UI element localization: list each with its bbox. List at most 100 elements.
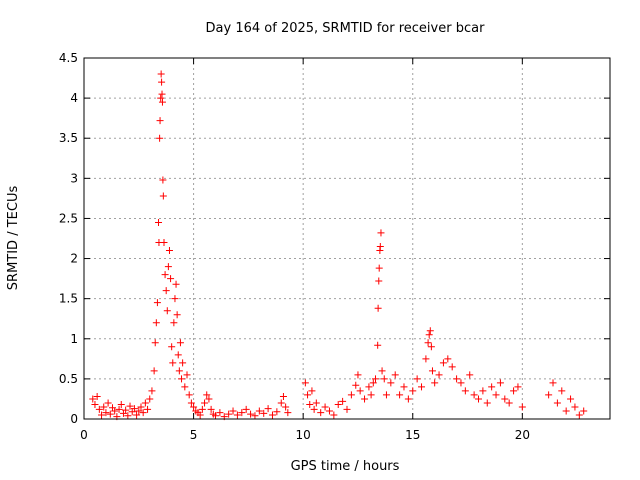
- y-tick-label: 4: [70, 91, 78, 105]
- data-point: [148, 387, 156, 395]
- data-point: [91, 401, 99, 409]
- data-point: [135, 407, 143, 415]
- data-point: [167, 275, 175, 283]
- data-point: [514, 383, 522, 391]
- data-point: [171, 295, 179, 303]
- data-point: [575, 411, 583, 419]
- data-point: [321, 403, 329, 411]
- data-point: [124, 412, 132, 420]
- data-point: [369, 379, 377, 387]
- data-point: [479, 387, 487, 395]
- data-point: [367, 391, 375, 399]
- data-point: [260, 409, 268, 417]
- data-point: [375, 264, 383, 272]
- data-point: [558, 387, 566, 395]
- data-point: [567, 395, 575, 403]
- data-point: [264, 405, 272, 413]
- axis-ticks: 0 0.5 1 1.5 2 2.5 3 3.5 4 4.5 0 5 10 15 20: [59, 51, 610, 442]
- data-point: [156, 117, 164, 125]
- data-point: [137, 403, 145, 411]
- data-point: [172, 280, 180, 288]
- data-point: [255, 407, 263, 415]
- data-point: [431, 379, 439, 387]
- grid-lines: [84, 58, 610, 419]
- data-point: [187, 399, 195, 407]
- x-tick-label: 20: [515, 428, 530, 442]
- data-point: [466, 371, 474, 379]
- data-point: [225, 410, 233, 418]
- data-point: [212, 412, 219, 420]
- data-point: [361, 395, 369, 403]
- data-point: [422, 355, 430, 363]
- data-point: [374, 341, 382, 349]
- data-point: [549, 379, 557, 387]
- data-point: [156, 134, 164, 142]
- data-point: [354, 371, 362, 379]
- data-point: [505, 399, 513, 407]
- data-point: [174, 351, 182, 359]
- data-point: [104, 399, 112, 407]
- data-point: [183, 371, 191, 379]
- data-point: [475, 395, 482, 403]
- data-point: [146, 395, 154, 403]
- data-point: [117, 401, 125, 409]
- data-point: [158, 78, 166, 86]
- data-point: [176, 339, 184, 347]
- data-point: [376, 243, 384, 251]
- data-point: [317, 409, 325, 417]
- data-point: [325, 407, 333, 415]
- data-point: [580, 407, 588, 415]
- data-point: [268, 411, 276, 419]
- data-point: [151, 339, 159, 347]
- data-point: [424, 339, 432, 347]
- data-point: [141, 399, 149, 407]
- data-point: [378, 367, 386, 375]
- data-point: [106, 410, 114, 418]
- data-point: [435, 371, 443, 379]
- data-point: [190, 403, 198, 411]
- data-point: [130, 405, 138, 413]
- data-point: [470, 391, 478, 399]
- data-point: [173, 311, 181, 319]
- data-point: [233, 411, 241, 419]
- data-point: [161, 271, 169, 279]
- data-point: [158, 98, 166, 106]
- data-point: [162, 287, 170, 295]
- data-point: [365, 383, 373, 391]
- data-point: [170, 319, 178, 327]
- data-point: [277, 399, 285, 407]
- data-point: [391, 371, 399, 379]
- data-point: [201, 399, 209, 407]
- data-point: [562, 407, 570, 415]
- data-point: [205, 395, 213, 403]
- data-point: [139, 409, 147, 417]
- y-tick-label: 3.5: [59, 131, 78, 145]
- data-point: [238, 409, 246, 417]
- data-point: [168, 343, 176, 351]
- x-axis-label: GPS time / hours: [291, 459, 400, 474]
- data-point: [400, 383, 408, 391]
- y-tick-label: 1: [70, 332, 78, 346]
- data-point: [496, 379, 504, 387]
- y-tick-label: 1.5: [59, 292, 78, 306]
- data-point: [175, 367, 183, 375]
- data-point: [553, 399, 561, 407]
- data-point: [155, 218, 163, 226]
- data-point: [409, 387, 417, 395]
- y-tick-label: 2.5: [59, 211, 78, 225]
- data-point: [413, 375, 421, 383]
- data-point: [152, 319, 160, 327]
- data-point: [122, 406, 130, 414]
- data-point: [158, 90, 166, 98]
- data-point: [312, 399, 320, 407]
- data-point: [159, 192, 167, 200]
- data-point: [273, 408, 281, 416]
- data-point: [284, 409, 292, 417]
- data-point: [306, 401, 314, 409]
- chart-title: Day 164 of 2025, SRMTID for receiver bca…: [206, 21, 486, 36]
- data-point: [133, 411, 141, 419]
- data-point: [427, 343, 435, 351]
- y-tick-label: 0.5: [59, 372, 78, 386]
- data-point: [404, 395, 412, 403]
